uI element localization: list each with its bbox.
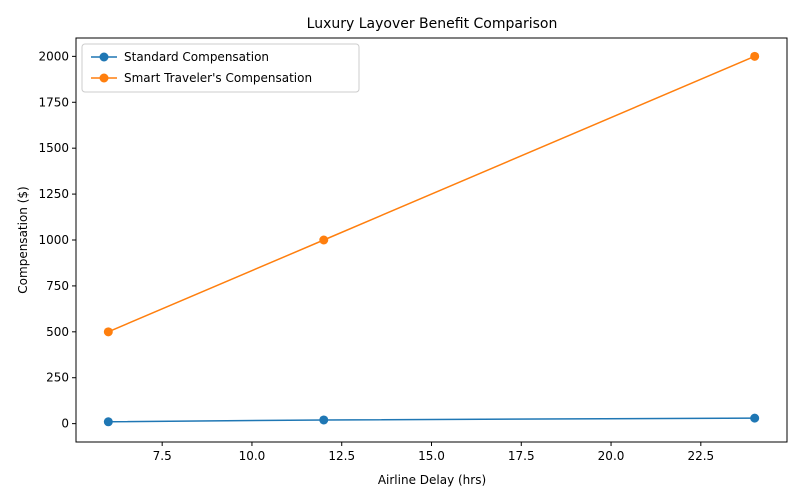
x-tick-label: 12.5 <box>328 449 355 463</box>
x-tick-label: 20.0 <box>598 449 625 463</box>
y-tick-label: 1500 <box>38 141 69 155</box>
plot-area <box>75 37 788 443</box>
data-point <box>319 415 329 425</box>
data-point <box>103 327 113 337</box>
x-axis-label: Airline Delay (hrs) <box>378 473 486 487</box>
legend-swatch-marker <box>99 52 109 62</box>
y-tick-label: 0 <box>61 417 69 431</box>
legend-label: Standard Compensation <box>124 50 269 64</box>
y-tick-label: 2000 <box>38 49 69 63</box>
y-tick-label: 1750 <box>38 95 69 109</box>
y-tick-label: 1250 <box>38 187 69 201</box>
y-tick-label: 500 <box>46 325 69 339</box>
chart-title: Luxury Layover Benefit Comparison <box>307 16 558 32</box>
legend: Standard Compensation Smart Traveler's Co… <box>81 43 360 93</box>
x-tick-label: 10.0 <box>239 449 266 463</box>
series-line-0 <box>108 417 755 423</box>
y-tick-label: 250 <box>46 371 69 385</box>
legend-box <box>81 43 360 93</box>
y-tick-label: 750 <box>46 279 69 293</box>
legend-swatch-marker <box>99 73 109 83</box>
data-point <box>319 235 329 245</box>
series-layer <box>103 51 760 427</box>
y-axis: 0 250 500 750 1000 1250 1500 1750 2000 <box>38 49 76 431</box>
y-axis-label: Compensation ($) <box>16 186 30 293</box>
x-tick-label: 17.5 <box>508 449 535 463</box>
x-axis: 7.5 10.0 12.5 15.0 17.5 20.0 22.5 <box>153 442 714 463</box>
x-tick-label: 15.0 <box>418 449 445 463</box>
data-point <box>750 413 760 423</box>
x-tick-label: 22.5 <box>687 449 714 463</box>
y-tick-label: 1000 <box>38 233 69 247</box>
series-line-1 <box>108 55 755 333</box>
legend-label: Smart Traveler's Compensation <box>124 71 312 85</box>
x-tick-label: 7.5 <box>153 449 172 463</box>
data-point <box>750 51 760 61</box>
data-point <box>103 417 113 427</box>
